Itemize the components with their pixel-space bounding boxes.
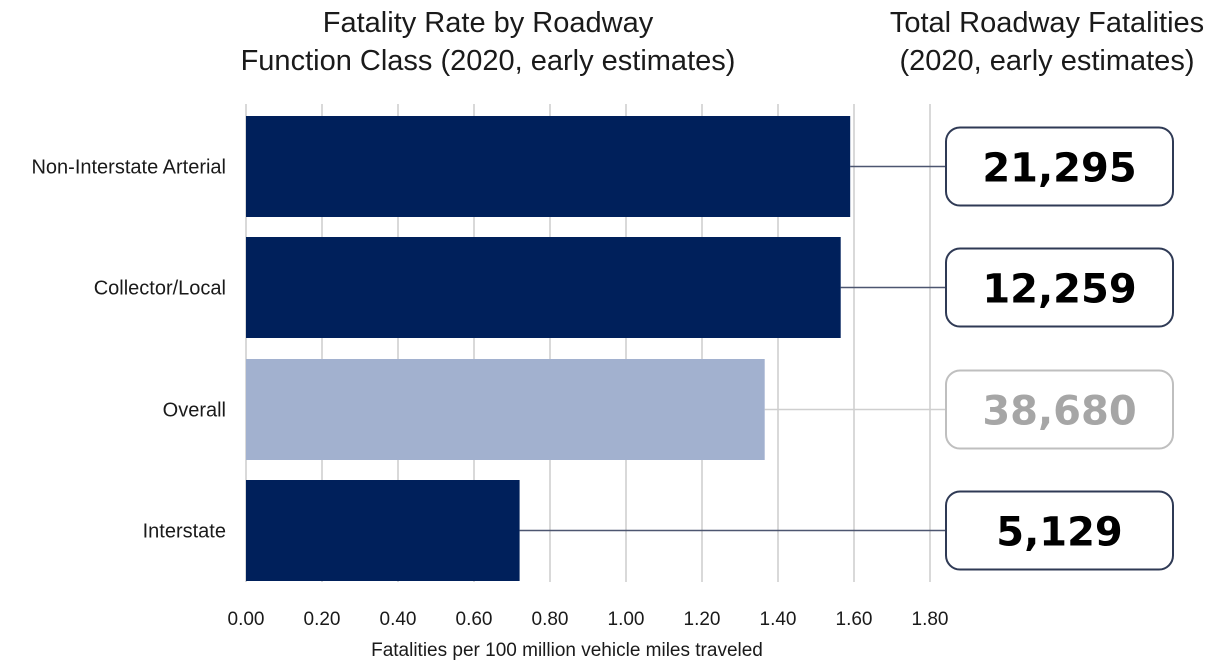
connector-lines (519, 165, 946, 532)
category-label: Collector/Local (94, 278, 226, 300)
total-value: 5,129 (996, 510, 1123, 556)
total-box (945, 490, 1174, 571)
x-tick-label: 1.20 (684, 609, 721, 630)
totals-title-line-1: Total Roadway Fatalities (890, 7, 1204, 39)
category-labels: Non-Interstate Arterial Collector/Local Ov… (31, 157, 226, 543)
total-box (945, 247, 1174, 328)
bar (246, 359, 765, 460)
total-box (945, 126, 1174, 207)
total-value: 38,680 (982, 389, 1136, 435)
x-tick-label: 0.40 (380, 609, 417, 630)
x-tick-label: 0.60 (456, 609, 493, 630)
category-label: Interstate (143, 521, 226, 543)
total-value: 21,295 (982, 146, 1136, 192)
category-label: Overall (163, 400, 226, 422)
x-tick-label: 1.40 (760, 609, 797, 630)
total-box (945, 369, 1174, 450)
x-tick-label: 0.20 (304, 609, 341, 630)
x-tick-label: 1.60 (836, 609, 873, 630)
x-tick-label: 1.00 (608, 609, 645, 630)
bar (246, 237, 841, 338)
x-tick-label: 1.80 (912, 609, 949, 630)
chart-title-line-2: Function Class (2020, early estimates) (241, 45, 736, 77)
category-label: Non-Interstate Arterial (31, 157, 226, 179)
x-axis-label: Fatalities per 100 million vehicle miles… (371, 640, 763, 661)
x-tick-label: 0.80 (532, 609, 569, 630)
total-boxes: 21,295 12,259 38,680 5,129 (945, 126, 1174, 571)
total-value: 12,259 (982, 267, 1136, 313)
chart-title-line-1: Fatality Rate by Roadway (323, 7, 654, 39)
totals-title-line-2: (2020, early estimates) (900, 45, 1195, 77)
bar (246, 480, 520, 581)
x-tick-labels: 0.00 0.20 0.40 0.60 0.80 1.00 1.20 1.40 1.60 1.80 (228, 609, 949, 630)
x-tick-label: 0.00 (228, 609, 265, 630)
bar (246, 116, 851, 217)
bars (246, 116, 851, 581)
